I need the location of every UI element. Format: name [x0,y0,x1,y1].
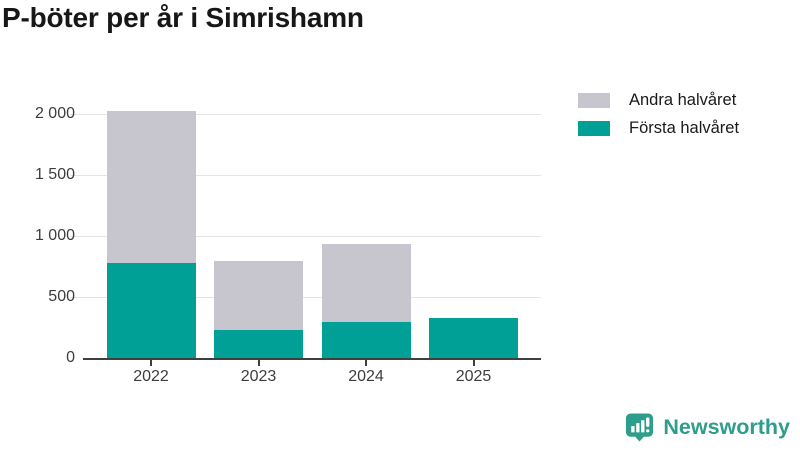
x-axis-tick [365,360,367,366]
x-axis-label-2023: 2023 [240,368,277,385]
x-axis-tick [472,360,475,366]
bar-segment-2025-f-rsta-halv-ret [429,317,518,358]
y-axis-tick-label: 1 000 [34,227,75,244]
bar-segment-2024-f-rsta-halv-ret [321,322,411,358]
legend: Andra halvåret Första halvåret [578,90,739,146]
x-axis-tick [257,360,260,366]
gridline-1000 [70,236,541,237]
y-axis-tick-label: 1 500 [34,166,75,183]
x-axis-label-2022: 2022 [133,368,169,385]
bar-2025 [429,317,518,358]
legend-label: Första halvåret [629,118,740,137]
gridline-500 [70,297,541,298]
page-title: P-böter per år i Simrishamn [2,2,364,33]
legend-item-forsta-halvaret: Första halvåret [578,118,739,138]
newsworthy-wordmark: Newsworthy [663,415,790,439]
x-axis-tick [150,360,152,366]
bar-2022 [106,110,196,358]
bar-segment-2024-andra-halv-ret [321,243,411,323]
newsworthy-logo[interactable]: Newsworthy [624,412,790,443]
y-axis-tick-label: 0 [66,349,75,366]
y-axis-tick-label: 2 000 [34,105,75,122]
legend-swatch-gray [578,92,610,108]
bar-2024 [321,243,411,358]
bar-segment-2023-f-rsta-halv-ret [214,329,303,358]
y-axis-tick-label: 500 [48,288,75,305]
chart-speech-bubble-icon [626,413,654,442]
legend-swatch-teal [578,120,610,136]
gridline-2000 [70,114,541,115]
legend-item-andra-halvaret: Andra halvåret [578,90,739,110]
gridline-1500 [70,175,541,176]
x-axis-label-2024: 2024 [348,368,384,385]
bar-segment-2022-andra-halv-ret [106,110,196,263]
bar-2023 [214,261,303,358]
plot-area: 2022 2023 2024 2025 [70,105,541,385]
bar-segment-2023-andra-halv-ret [214,261,303,330]
bar-segment-2022-f-rsta-halv-ret [106,262,196,358]
x-axis-label-2025: 2025 [455,368,492,385]
legend-label: Andra halvåret [629,90,737,109]
